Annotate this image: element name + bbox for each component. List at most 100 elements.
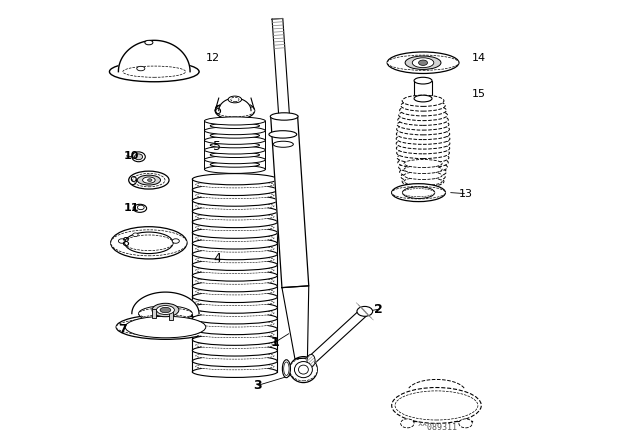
Ellipse shape — [228, 96, 241, 103]
Ellipse shape — [414, 95, 432, 102]
Ellipse shape — [204, 117, 266, 125]
Ellipse shape — [401, 419, 414, 428]
Ellipse shape — [196, 353, 274, 359]
Ellipse shape — [196, 213, 274, 220]
Ellipse shape — [192, 334, 277, 345]
Ellipse shape — [396, 138, 450, 149]
Text: 3: 3 — [253, 379, 261, 392]
Ellipse shape — [192, 206, 277, 217]
Text: 7: 7 — [118, 323, 127, 336]
Polygon shape — [282, 286, 308, 359]
Ellipse shape — [192, 270, 277, 281]
Ellipse shape — [196, 288, 274, 295]
Ellipse shape — [192, 184, 277, 195]
Ellipse shape — [116, 318, 215, 336]
Ellipse shape — [111, 230, 187, 256]
Ellipse shape — [192, 302, 277, 313]
Ellipse shape — [196, 192, 274, 198]
Ellipse shape — [156, 306, 174, 314]
Polygon shape — [272, 18, 289, 117]
Ellipse shape — [152, 303, 179, 317]
Ellipse shape — [192, 195, 277, 206]
Ellipse shape — [396, 133, 450, 144]
Ellipse shape — [404, 172, 442, 180]
Text: 15: 15 — [472, 89, 486, 99]
Ellipse shape — [399, 105, 447, 116]
Ellipse shape — [405, 56, 441, 69]
Ellipse shape — [196, 246, 274, 252]
Ellipse shape — [125, 235, 173, 251]
Ellipse shape — [289, 357, 317, 383]
Ellipse shape — [401, 171, 445, 182]
Ellipse shape — [109, 61, 199, 82]
Ellipse shape — [192, 238, 277, 249]
Ellipse shape — [210, 123, 260, 129]
Ellipse shape — [196, 235, 274, 241]
Ellipse shape — [459, 419, 472, 428]
Ellipse shape — [196, 310, 274, 316]
Ellipse shape — [387, 55, 459, 70]
Ellipse shape — [397, 119, 449, 130]
Ellipse shape — [210, 142, 260, 148]
Ellipse shape — [196, 299, 274, 306]
Ellipse shape — [307, 354, 315, 367]
Ellipse shape — [398, 157, 448, 168]
Ellipse shape — [192, 291, 277, 302]
Ellipse shape — [392, 388, 481, 423]
Ellipse shape — [133, 204, 147, 212]
Ellipse shape — [196, 277, 274, 284]
Ellipse shape — [192, 323, 277, 335]
Ellipse shape — [412, 58, 434, 68]
Text: 1: 1 — [271, 336, 280, 349]
Ellipse shape — [399, 162, 447, 173]
Ellipse shape — [134, 154, 143, 159]
Text: 13: 13 — [459, 189, 473, 198]
Ellipse shape — [196, 331, 274, 338]
Text: 11: 11 — [124, 203, 140, 213]
Ellipse shape — [160, 307, 171, 313]
Ellipse shape — [192, 366, 277, 377]
Ellipse shape — [215, 102, 255, 120]
Ellipse shape — [204, 136, 266, 144]
Ellipse shape — [111, 227, 187, 259]
Ellipse shape — [204, 165, 266, 173]
Ellipse shape — [192, 249, 277, 260]
Ellipse shape — [269, 131, 297, 138]
Ellipse shape — [396, 142, 450, 154]
Ellipse shape — [138, 308, 192, 319]
Text: 2: 2 — [374, 302, 383, 316]
Polygon shape — [219, 98, 251, 111]
Polygon shape — [118, 40, 190, 72]
Ellipse shape — [138, 205, 144, 210]
Ellipse shape — [282, 360, 291, 378]
Text: 14: 14 — [472, 53, 486, 63]
Ellipse shape — [145, 40, 153, 45]
Text: 4: 4 — [213, 252, 221, 265]
Ellipse shape — [414, 77, 432, 84]
Ellipse shape — [143, 177, 155, 183]
Ellipse shape — [397, 152, 449, 164]
Ellipse shape — [196, 224, 274, 231]
Ellipse shape — [196, 363, 274, 370]
Ellipse shape — [192, 345, 277, 356]
Text: 9: 9 — [129, 175, 138, 188]
Ellipse shape — [192, 227, 277, 238]
Ellipse shape — [402, 176, 444, 187]
Ellipse shape — [392, 186, 445, 199]
Polygon shape — [308, 308, 368, 364]
Ellipse shape — [196, 342, 274, 349]
Ellipse shape — [210, 162, 260, 167]
Text: 8: 8 — [120, 236, 129, 250]
Ellipse shape — [109, 65, 199, 78]
Text: 10: 10 — [124, 151, 139, 161]
Ellipse shape — [399, 166, 447, 177]
Ellipse shape — [396, 129, 450, 140]
Ellipse shape — [294, 362, 312, 378]
Ellipse shape — [147, 179, 152, 181]
Ellipse shape — [123, 66, 186, 77]
Ellipse shape — [404, 177, 442, 185]
Text: 5: 5 — [213, 140, 221, 153]
Ellipse shape — [404, 159, 442, 168]
Ellipse shape — [231, 97, 239, 102]
Ellipse shape — [204, 155, 266, 164]
